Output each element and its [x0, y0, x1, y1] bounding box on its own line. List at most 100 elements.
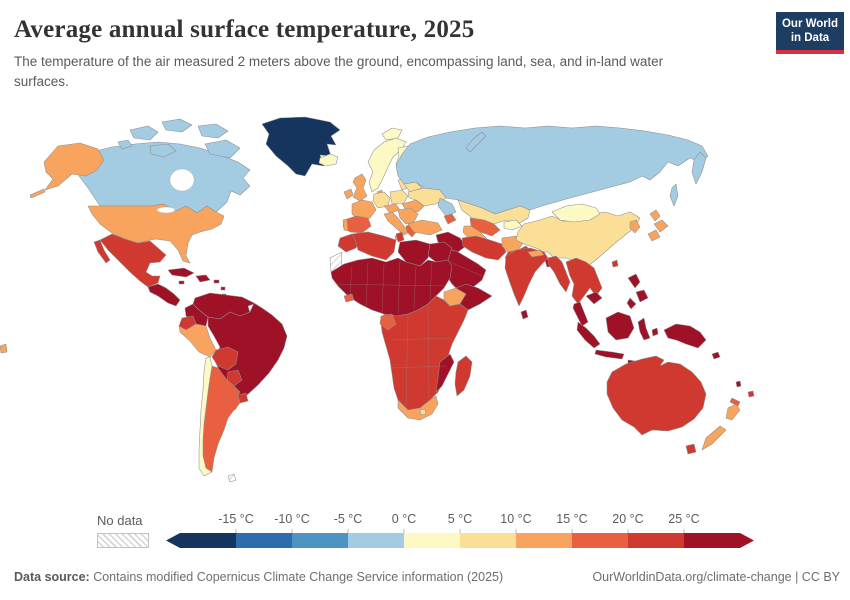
region-kyrgyzstan-tajikistan[interactable]: [503, 219, 523, 231]
region-japan-kyushu[interactable]: [647, 229, 661, 242]
region-arctic-island[interactable]: [117, 139, 133, 150]
region-poland[interactable]: [389, 189, 409, 205]
region-caucasus[interactable]: [443, 213, 457, 225]
region-kamchatka[interactable]: [691, 151, 707, 185]
region-madagascar[interactable]: [454, 355, 473, 397]
region-puerto-rico[interactable]: [213, 279, 220, 284]
region-new-zealand-north[interactable]: [725, 403, 741, 421]
region-philippines-luzon[interactable]: [627, 273, 641, 289]
region-tunisia[interactable]: [395, 231, 405, 243]
region-central-america[interactable]: [147, 283, 181, 307]
region-hawaii[interactable]: [0, 343, 8, 354]
scale-bin-15-20[interactable]: [572, 533, 628, 548]
attribution-link[interactable]: OurWorldinData.org/climate-change | CC B…: [592, 570, 840, 584]
region-liberia[interactable]: [343, 293, 355, 303]
region-south-africa[interactable]: [397, 395, 439, 421]
region-new-zealand-south[interactable]: [701, 425, 727, 451]
scale-bin-20-25[interactable]: [628, 533, 684, 548]
region-new-guinea[interactable]: [663, 323, 707, 349]
region-sakhalin[interactable]: [669, 183, 679, 207]
region-somalia[interactable]: [455, 283, 493, 311]
region-solomon-islands[interactable]: [711, 351, 721, 360]
scale-bin-above-25[interactable]: [684, 533, 754, 548]
region-novaya-zemlya[interactable]: [465, 131, 487, 153]
region-sahel-west-africa[interactable]: [330, 257, 453, 317]
region-sumatra[interactable]: [576, 321, 601, 349]
region-chile[interactable]: [198, 356, 213, 477]
region-japan-honshu[interactable]: [653, 219, 669, 233]
scale-bin--10--5[interactable]: [292, 533, 348, 548]
region-central-europe[interactable]: [383, 203, 401, 214]
region-norway-sweden[interactable]: [367, 137, 407, 193]
color-scale[interactable]: [166, 529, 754, 549]
world-map-svg: [0, 116, 755, 483]
region-baffin-island[interactable]: [204, 139, 241, 159]
region-borneo[interactable]: [605, 311, 635, 341]
region-mozambique[interactable]: [435, 353, 455, 393]
region-ireland[interactable]: [343, 188, 354, 200]
region-falkland-no-data[interactable]: [227, 473, 237, 483]
region-arctic-island[interactable]: [197, 123, 229, 139]
region-arctic-island[interactable]: [129, 125, 159, 141]
region-taiwan[interactable]: [611, 259, 619, 268]
region-iceland[interactable]: [318, 153, 339, 167]
region-egypt[interactable]: [427, 241, 453, 263]
region-turkey[interactable]: [407, 219, 443, 236]
region-moluccas[interactable]: [651, 327, 659, 337]
region-libya[interactable]: [397, 239, 431, 267]
region-alaska[interactable]: [43, 142, 105, 191]
region-philippines-mindanao[interactable]: [635, 289, 649, 303]
region-tasmania[interactable]: [685, 443, 697, 455]
region-malay-peninsula[interactable]: [572, 301, 589, 327]
region-new-caledonia[interactable]: [729, 397, 741, 407]
scale-bin-0-5[interactable]: [404, 533, 460, 548]
scale-bin--5-0[interactable]: [348, 533, 404, 548]
owid-logo-line2: in Data: [790, 32, 830, 45]
region-nepal[interactable]: [527, 249, 545, 258]
region-vanuatu[interactable]: [735, 380, 742, 388]
scale-bin-below--15[interactable]: [166, 533, 236, 548]
scale-tick-label: -10 °C: [274, 512, 310, 526]
region-portugal[interactable]: [342, 218, 349, 232]
region-arctic-island[interactable]: [161, 118, 193, 133]
region-java[interactable]: [594, 349, 625, 360]
region-greenland[interactable]: [261, 116, 341, 177]
region-gabon-congo[interactable]: [379, 313, 397, 331]
region-aleutians[interactable]: [29, 188, 46, 199]
scale-tick-label: 20 °C: [612, 512, 644, 526]
region-algeria[interactable]: [351, 231, 397, 261]
region-philippines-visayas[interactable]: [626, 297, 637, 310]
country-borders: [389, 305, 453, 409]
region-jamaica[interactable]: [178, 280, 185, 285]
region-fiji[interactable]: [747, 390, 755, 398]
region-lesotho[interactable]: [419, 408, 427, 416]
region-uk[interactable]: [352, 173, 368, 202]
region-baja-california[interactable]: [93, 239, 111, 264]
region-indochina[interactable]: [565, 257, 603, 305]
region-mongolia[interactable]: [551, 203, 601, 223]
region-arctic-island[interactable]: [149, 143, 177, 158]
scale-bin-10-15[interactable]: [516, 533, 572, 548]
region-iran[interactable]: [461, 235, 507, 261]
region-bolivia[interactable]: [211, 346, 239, 371]
region-svalbard[interactable]: [381, 127, 403, 141]
no-data-swatch[interactable]: [97, 533, 149, 548]
region-japan-hokkaido[interactable]: [649, 209, 661, 222]
region-russia-south[interactable]: [437, 197, 457, 217]
scale-bin-5-10[interactable]: [460, 533, 516, 548]
color-scale-ticks: [235, 529, 685, 533]
owid-logo[interactable]: Our World in Data: [776, 12, 844, 54]
region-cambodia[interactable]: [585, 291, 603, 305]
region-india[interactable]: [504, 247, 549, 307]
region-sri-lanka[interactable]: [520, 309, 529, 320]
region-myanmar[interactable]: [547, 255, 571, 293]
region-korea[interactable]: [629, 219, 641, 234]
region-cuba[interactable]: [167, 267, 195, 278]
region-hispaniola[interactable]: [195, 274, 211, 283]
region-australia[interactable]: [606, 355, 707, 436]
region-lesser-antilles[interactable]: [220, 286, 226, 291]
region-mexico[interactable]: [99, 233, 167, 288]
region-sulawesi[interactable]: [637, 317, 651, 341]
scale-bin--15--10[interactable]: [236, 533, 292, 548]
region-paraguay[interactable]: [226, 369, 243, 387]
